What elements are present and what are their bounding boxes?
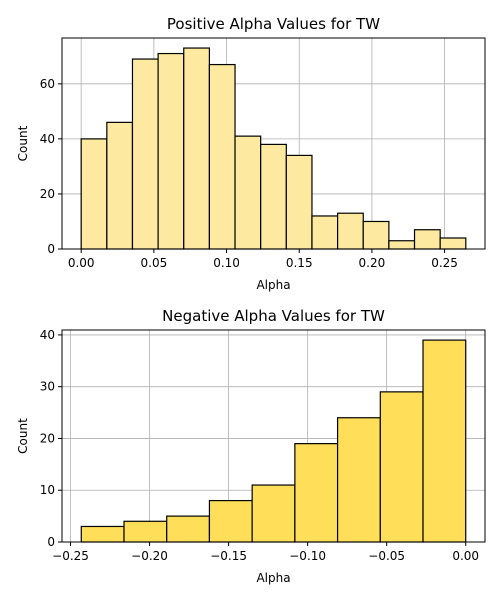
x-tick-label: 0.05 (141, 256, 168, 270)
y-tick-label: 40 (40, 328, 55, 342)
axes-frame (61, 37, 486, 250)
y-axis-label: Count (16, 125, 30, 161)
histogram-bar (362, 220, 390, 250)
x-tick-label: 0.00 (68, 256, 95, 270)
x-tick-label: −0.05 (368, 549, 405, 563)
histogram-bar (413, 229, 441, 250)
histogram-bar (131, 58, 159, 250)
histogram-bar (337, 212, 364, 250)
subplot-2: −0.25 −0.20 −0.15 −0.10 −0.05 0.00 0 10 20 30 40 Ne… (16, 307, 486, 585)
histogram-bar (208, 63, 236, 250)
histogram-bar (388, 240, 416, 250)
histogram-bar (234, 135, 262, 250)
y-tick-label: 40 (40, 132, 55, 146)
histogram-bar (379, 391, 424, 543)
histogram-bar (208, 499, 253, 543)
y-axis-label: Count (16, 418, 30, 454)
x-tick-label: 0.10 (213, 256, 240, 270)
x-tick-label: −0.20 (131, 549, 168, 563)
x-tick-label: 0.25 (431, 256, 458, 270)
histogram-bar (106, 121, 134, 250)
x-tick-label: −0.15 (210, 549, 247, 563)
x-tick-label: −0.10 (289, 549, 326, 563)
histogram-bar (183, 47, 210, 250)
x-axis-label: Alpha (256, 278, 290, 292)
axes-frame (61, 329, 486, 543)
histogram-bar (294, 443, 339, 543)
y-tick-label: 20 (40, 431, 55, 445)
chart-title: Negative Alpha Values for TW (162, 307, 385, 325)
subplot-1: 0.00 0.05 0.10 0.15 0.20 0.25 0 20 40 60 Positive … (16, 15, 486, 292)
y-tick-label: 0 (47, 535, 55, 549)
histogram-bar (285, 154, 313, 250)
x-tick-label: 0.00 (452, 549, 479, 563)
chart-title: Positive Alpha Values for TW (167, 15, 380, 33)
histogram-bar (123, 520, 168, 543)
histogram-bar (260, 143, 287, 250)
y-tick-label: 20 (40, 187, 55, 201)
y-tick-label: 60 (40, 77, 55, 91)
histogram-bar (439, 237, 467, 250)
y-tick-label: 30 (40, 380, 55, 394)
histogram-bar (336, 417, 381, 543)
x-tick-label: 0.15 (286, 256, 313, 270)
y-tick-label: 0 (47, 242, 55, 256)
histogram-bar (157, 52, 185, 250)
histogram-bar (251, 484, 296, 543)
histogram-bar (80, 138, 108, 250)
histogram-bar (422, 339, 467, 543)
x-axis-label: Alpha (256, 571, 290, 585)
x-tick-label: 0.20 (359, 256, 386, 270)
x-tick-label: −0.25 (52, 549, 89, 563)
histogram-bar (166, 515, 211, 543)
histogram-bar (80, 525, 125, 543)
y-tick-label: 10 (40, 483, 55, 497)
histogram-bar (311, 215, 339, 250)
